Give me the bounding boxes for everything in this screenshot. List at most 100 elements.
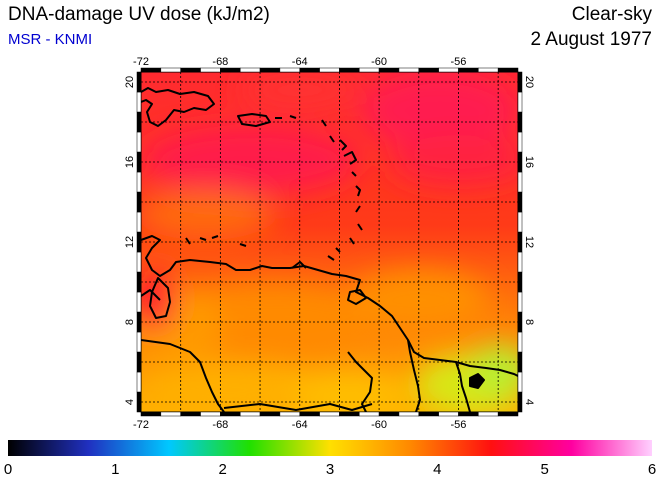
frame-segment-bottom — [220, 411, 241, 417]
frame-segment-left — [136, 351, 142, 373]
coastline-small-lake — [469, 373, 485, 389]
frame-segment-left — [136, 151, 142, 173]
lat-tick-label-left: 8 — [124, 319, 136, 325]
frame-segment-left — [136, 71, 142, 93]
lon-tick-label-top: -72 — [133, 56, 149, 68]
colorbar-tick-label: 4 — [433, 461, 441, 478]
frame-segment-top — [359, 67, 380, 73]
coastline-virgin-islands — [275, 115, 297, 119]
frame-segment-top — [160, 67, 181, 73]
frame-segment-top — [398, 67, 420, 73]
frame-segment-left — [136, 271, 142, 293]
coastline-lake-maracaibo — [149, 277, 171, 319]
frame-segment-right — [517, 271, 523, 293]
border-colombia — [141, 289, 161, 301]
grid-lines — [141, 72, 518, 412]
frame-segment-right — [517, 371, 523, 393]
map-title: DNA-damage UV dose (kJ/m2) — [8, 4, 270, 25]
frame-segment-right — [517, 391, 523, 413]
coastline-lesser-antilles — [321, 119, 363, 261]
lat-tick-label-left: 16 — [124, 156, 136, 168]
lat-tick-label-right: 8 — [523, 319, 535, 325]
frame-segment-top — [140, 67, 162, 73]
frame-segment-top — [220, 67, 241, 73]
colorbar: 0 1 2 3 4 5 6 — [4, 440, 656, 478]
colorbar-tick-label: 1 — [111, 461, 119, 478]
border-guyana-suriname — [407, 339, 421, 412]
frame-segment-bottom — [458, 411, 479, 417]
frame-segment-bottom — [478, 411, 499, 417]
colorbar-gradient — [8, 440, 652, 456]
colorbar-tick-label: 5 — [540, 461, 548, 478]
frame-segment-top — [497, 67, 519, 73]
frame-segment-top — [339, 67, 360, 73]
frame-segment-left — [136, 291, 142, 313]
frame-segment-top — [438, 67, 459, 73]
frame-segment-right — [517, 351, 523, 373]
border-brazil — [223, 403, 373, 411]
frame-segment-bottom — [418, 411, 439, 417]
lat-tick-label-right: 20 — [523, 76, 535, 88]
lon-tick-label-bottom: -68 — [212, 419, 228, 431]
frame-segment-right — [517, 251, 523, 273]
frame-segment-bottom — [319, 411, 340, 417]
frame-segment-right — [517, 311, 523, 333]
frame-segment-top — [299, 67, 320, 73]
frame-segment-left — [136, 331, 142, 353]
frame-segment-bottom — [239, 411, 261, 417]
frame-segment-top — [239, 67, 261, 73]
frame-segment-right — [517, 91, 523, 113]
frame-segment-bottom — [299, 411, 320, 417]
frame-segment-left — [136, 171, 142, 193]
lon-tick-label-bottom: -64 — [292, 419, 308, 431]
frame-segment-right — [517, 331, 523, 353]
lat-tick-label-left: 12 — [124, 236, 136, 248]
frame-segment-left — [136, 311, 142, 333]
frame-segment-right — [517, 71, 523, 93]
frame-segment-top — [418, 67, 439, 73]
lat-tick-label-left: 4 — [124, 399, 136, 405]
colorbar-tick-label: 6 — [648, 461, 656, 478]
colorbar-tick-label: 2 — [218, 461, 226, 478]
frame-segment-bottom — [438, 411, 459, 417]
frame-segment-right — [517, 151, 523, 173]
map-frame — [136, 67, 523, 417]
frame-segment-bottom — [140, 411, 162, 417]
uv-dose-field — [141, 72, 518, 412]
frame-segment-left — [136, 191, 142, 213]
frame-segment-bottom — [180, 411, 201, 417]
frame-segment-top — [378, 67, 400, 73]
frame-segment-left — [136, 111, 142, 133]
frame-segment-bottom — [359, 411, 380, 417]
colorbar-tick-label: 3 — [326, 461, 334, 478]
frame-segment-top — [180, 67, 201, 73]
frame-segment-bottom — [398, 411, 420, 417]
axis-tick-labels: -72 -72 -68 -68 -64 -64 -60 -60 -56 -56 4 4 8 8 12 12 16… — [124, 56, 535, 431]
lon-tick-label-top: -68 — [212, 56, 228, 68]
lon-tick-label-top: -64 — [292, 56, 308, 68]
frame-segment-bottom — [279, 411, 300, 417]
frame-segment-top — [478, 67, 499, 73]
lat-tick-label-right: 16 — [523, 156, 535, 168]
frame-segment-top — [259, 67, 281, 73]
map-date: 2 August 1977 — [530, 29, 653, 50]
frame-segment-left — [136, 131, 142, 153]
frame-segment-bottom — [259, 411, 281, 417]
frame-segment-bottom — [378, 411, 400, 417]
frame-segment-right — [517, 231, 523, 253]
frame-segment-bottom — [160, 411, 181, 417]
frame-segment-right — [517, 131, 523, 153]
frame-segment-bottom — [497, 411, 519, 417]
frame-segment-right — [517, 191, 523, 213]
coastline-trinidad — [347, 289, 367, 305]
coastline-northern-south-america — [141, 235, 518, 377]
frame-segment-left — [136, 91, 142, 113]
frame-segment-bottom — [339, 411, 360, 417]
lon-tick-label-bottom: -72 — [133, 419, 149, 431]
frame-segment-top — [319, 67, 340, 73]
colorbar-tick-label: 0 — [4, 461, 12, 478]
border-venezuela-guyana — [347, 351, 373, 412]
lon-tick-label-bottom: -56 — [451, 419, 467, 431]
frame-segment-bottom — [200, 411, 221, 417]
